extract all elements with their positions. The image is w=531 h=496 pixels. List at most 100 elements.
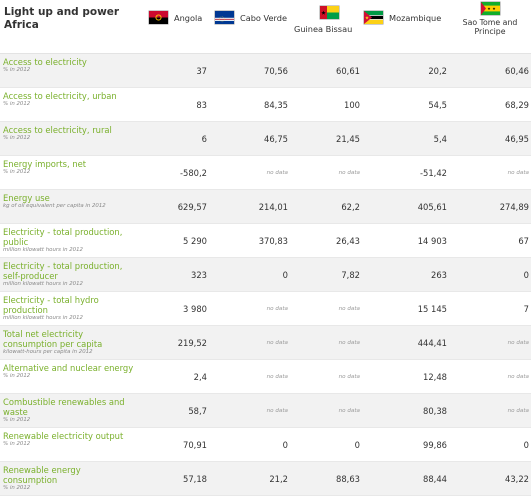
value-cell: 57,18 <box>139 461 209 496</box>
country-name: Sao Tome and Principe <box>462 18 518 36</box>
indicator-unit: % in 2012 <box>3 67 31 73</box>
value-cell: -580,2 <box>139 155 209 190</box>
value-cell: 274,89 <box>449 189 531 224</box>
indicator-label[interactable]: Renewable energy consumption <box>3 465 81 485</box>
indicator-label[interactable]: Renewable electricity output <box>3 431 124 441</box>
value-cell: no data <box>449 359 531 394</box>
value-cell: 70,56 <box>209 53 290 88</box>
guinea-bissau-flag-icon <box>320 6 339 19</box>
value-cell: no data <box>209 155 290 190</box>
value-cell: 323 <box>139 257 209 292</box>
value-cell: no data <box>290 393 362 428</box>
value-cell: 21,45 <box>290 121 362 156</box>
indicator-label[interactable]: Combustible renewables and waste <box>3 397 125 417</box>
country-name: Guinea Bissau <box>294 24 353 34</box>
table-row: Total net electricity consumption per ca… <box>0 325 531 360</box>
indicator-unit: % in 2012 <box>3 169 31 175</box>
value-cell: no data <box>449 393 531 428</box>
value-cell: no data <box>290 155 362 190</box>
value-cell: no data <box>449 325 531 360</box>
indicator-unit: % in 2012 <box>3 485 31 491</box>
value-cell: 43,22 <box>449 461 531 496</box>
value-cell: 370,83 <box>209 223 290 258</box>
indicator-label[interactable]: Access to electricity, urban <box>3 91 117 101</box>
indicator-label[interactable]: Access to electricity, rural <box>3 125 112 135</box>
value-cell: 263 <box>362 257 449 292</box>
value-cell: 68,29 <box>449 87 531 122</box>
value-cell: -51,42 <box>362 155 449 190</box>
indicator-label[interactable]: Energy use <box>3 193 50 203</box>
country-header-angola: Angola <box>139 0 209 54</box>
indicator-cell: Electricity - total production, public mi… <box>0 223 139 258</box>
indicator-cell: Access to electricity, rural% in 2012 <box>0 121 139 156</box>
cabo-verde-flag-icon <box>215 11 234 24</box>
value-cell: no data <box>290 359 362 394</box>
value-cell: 46,95 <box>449 121 531 156</box>
value-cell: no data <box>209 291 290 326</box>
value-cell: 67 <box>449 223 531 258</box>
indicator-label[interactable]: Access to electricity <box>3 57 87 67</box>
country-name: Cabo Verde <box>240 12 288 23</box>
value-cell: 58,7 <box>139 393 209 428</box>
value-cell: 20,2 <box>362 53 449 88</box>
value-cell: no data <box>209 359 290 394</box>
value-cell: 0 <box>449 427 531 462</box>
indicator-cell: Access to electricity% in 2012 <box>0 53 139 88</box>
mozambique-flag-icon <box>364 11 383 24</box>
value-cell: no data <box>209 325 290 360</box>
table-row: Access to electricity% in 2012 37 70,56 60,… <box>0 53 531 88</box>
table-row: Electricity - total production, public mi… <box>0 223 531 258</box>
value-cell: 100 <box>290 87 362 122</box>
value-cell: 0 <box>209 257 290 292</box>
value-cell: no data <box>209 393 290 428</box>
indicator-cell: Combustible renewables and waste% in 201… <box>0 393 139 428</box>
indicator-label[interactable]: Electricity - total production, self-pro… <box>3 261 123 281</box>
table-row: Combustible renewables and waste% in 201… <box>0 393 531 428</box>
country-header-guinea-bissau: Guinea Bissau <box>290 0 362 54</box>
indicator-unit: kg of oil equivalent per capita in 2012 <box>3 203 106 209</box>
indicator-unit: % in 2012 <box>3 135 31 141</box>
value-cell: 21,2 <box>209 461 290 496</box>
value-cell: 80,38 <box>362 393 449 428</box>
indicator-cell: Alternative and nuclear energy% in 2012 <box>0 359 139 394</box>
indicator-cell: Renewable energy consumption% in 2012 <box>0 461 139 496</box>
value-cell: 444,41 <box>362 325 449 360</box>
value-cell: no data <box>449 155 531 190</box>
value-cell: 60,61 <box>290 53 362 88</box>
value-cell: 46,75 <box>209 121 290 156</box>
value-cell: 15 145 <box>362 291 449 326</box>
indicator-label[interactable]: Alternative and nuclear energy <box>3 363 134 373</box>
value-cell: 83 <box>139 87 209 122</box>
value-cell: 5,4 <box>362 121 449 156</box>
value-cell: 2,4 <box>139 359 209 394</box>
value-cell: 0 <box>209 427 290 462</box>
value-cell: 0 <box>449 257 531 292</box>
value-cell: 7 <box>449 291 531 326</box>
indicator-label[interactable]: Electricity - total hydro production <box>3 295 99 315</box>
value-cell: 84,35 <box>209 87 290 122</box>
value-cell: 405,61 <box>362 189 449 224</box>
value-cell: 14 903 <box>362 223 449 258</box>
indicator-unit: % in 2012 <box>3 373 31 379</box>
country-name: Angola <box>174 12 203 23</box>
value-cell: 629,57 <box>139 189 209 224</box>
value-cell: 6 <box>139 121 209 156</box>
indicator-cell: Total net electricity consumption per ca… <box>0 325 139 360</box>
indicator-label[interactable]: Energy imports, net <box>3 159 87 169</box>
indicator-cell: Access to electricity, urban% in 2012 <box>0 87 139 122</box>
value-cell: no data <box>290 325 362 360</box>
indicator-label[interactable]: Total net electricity consumption per ca… <box>3 329 103 349</box>
indicator-label[interactable]: Electricity - total production, public <box>3 227 123 247</box>
country-header-sao-tome-and-principe: Sao Tome and Principe <box>449 0 531 54</box>
indicator-cell: Electricity - total production, self-pro… <box>0 257 139 292</box>
table-row: Electricity - total production, self-pro… <box>0 257 531 292</box>
indicator-unit: % in 2012 <box>3 441 31 447</box>
indicator-unit: % in 2012 <box>3 417 31 423</box>
value-cell: 7,82 <box>290 257 362 292</box>
table-row: Renewable energy consumption% in 2012 57,… <box>0 461 531 496</box>
value-cell: 60,46 <box>449 53 531 88</box>
value-cell: 88,63 <box>290 461 362 496</box>
value-cell: 219,52 <box>139 325 209 360</box>
value-cell: 37 <box>139 53 209 88</box>
